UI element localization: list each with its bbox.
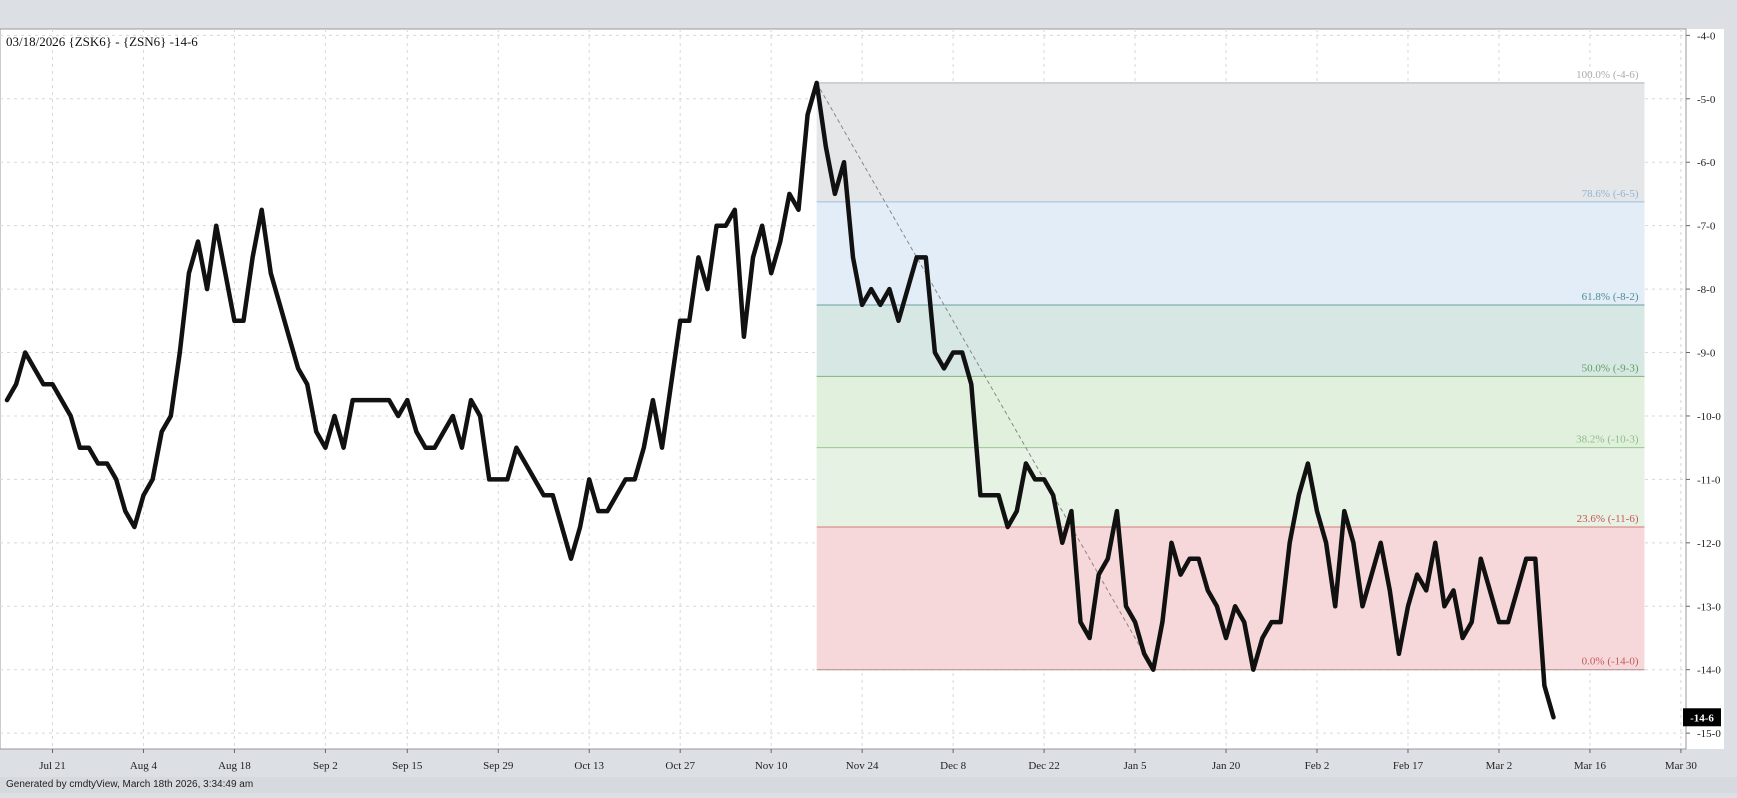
x-tick-label: Mar 16 — [1574, 760, 1607, 772]
fibonacci-retracement: 100.0% (-4-6) 78.6% (-6-5) 61.8% (-8-2) 50.… — [816, 69, 1645, 671]
fib-level-label: 100.0% (-4-6) — [1576, 69, 1639, 81]
x-tick-label: Aug 4 — [130, 760, 158, 772]
x-axis: Jul 21 Aug 4 Aug 18 Sep 2 Sep 15 Sep 29 Oct 13… — [39, 749, 1697, 772]
x-tick-label: Nov 24 — [846, 760, 879, 772]
generated-by-footer: Generated by cmdtyView, March 18th 2026,… — [0, 777, 1737, 793]
y-tick-label: -4-0 — [1697, 30, 1716, 42]
x-tick-label: Mar 30 — [1665, 760, 1698, 772]
y-tick-label: -14-0 — [1697, 665, 1721, 677]
fib-level-label: 50.0% (-9-3) — [1582, 362, 1639, 374]
x-tick-label: Dec 22 — [1028, 760, 1059, 772]
x-tick-label: Mar 2 — [1486, 760, 1513, 772]
fib-zone — [816, 201, 1645, 305]
fib-zone — [816, 447, 1645, 527]
fib-level-label: 0.0% (-14-0) — [1582, 656, 1639, 668]
x-tick-label: Aug 18 — [218, 760, 251, 772]
x-tick-label: Dec 8 — [940, 760, 966, 772]
y-tick-label: -13-0 — [1697, 601, 1721, 613]
y-tick-label: -12-0 — [1697, 538, 1721, 550]
fib-zone — [816, 526, 1645, 670]
chart-title: 03/18/2026 {ZSK6} - {ZSN6} -14-6 — [6, 34, 198, 49]
last-value-label: -14-6 — [1690, 712, 1714, 724]
y-tick-label: -5-0 — [1697, 94, 1716, 106]
last-value-badge — [1683, 708, 1721, 727]
x-tick-label: Sep 15 — [392, 760, 423, 772]
fib-level-label: 78.6% (-6-5) — [1582, 188, 1639, 200]
x-tick-label: Jul 21 — [39, 760, 66, 772]
fib-trend-line — [816, 82, 1154, 670]
y-tick-label: -11-0 — [1697, 474, 1721, 486]
x-tick-label: Oct 27 — [665, 760, 695, 772]
x-tick-label: Jan 5 — [1124, 760, 1147, 772]
fib-zone — [816, 82, 1645, 202]
x-tick-label: Feb 2 — [1305, 760, 1330, 772]
fib-level-label: 61.8% (-8-2) — [1582, 291, 1639, 303]
y-tick-label: -10-0 — [1697, 411, 1721, 423]
fib-level-label: 38.2% (-10-3) — [1576, 434, 1639, 446]
y-axis: -4-0 -5-0 -6-0 -7-0 -8-0 -9-0 -10-0 -11-0 -12-0 -… — [1683, 29, 1721, 749]
fib-zone — [816, 304, 1645, 377]
x-tick-label: Feb 17 — [1393, 760, 1424, 772]
fib-level-label: 23.6% (-11-6) — [1577, 513, 1639, 525]
y-axis-panel — [1686, 29, 1724, 749]
x-tick-label: Sep 2 — [313, 760, 338, 772]
y-tick-label: -7-0 — [1697, 221, 1716, 233]
fib-zone — [816, 376, 1645, 448]
x-tick-label: Nov 10 — [755, 760, 788, 772]
spread-series — [4, 80, 1556, 720]
y-tick-label: -8-0 — [1697, 284, 1716, 296]
x-tick-label: Jan 20 — [1212, 760, 1241, 772]
x-tick-label: Sep 29 — [483, 760, 514, 772]
y-tick-label: -9-0 — [1697, 348, 1716, 360]
y-tick-label: -6-0 — [1697, 157, 1716, 169]
series-line — [4, 80, 1556, 720]
y-tick-label: -15-0 — [1697, 728, 1721, 740]
x-tick-label: Oct 13 — [574, 760, 604, 772]
